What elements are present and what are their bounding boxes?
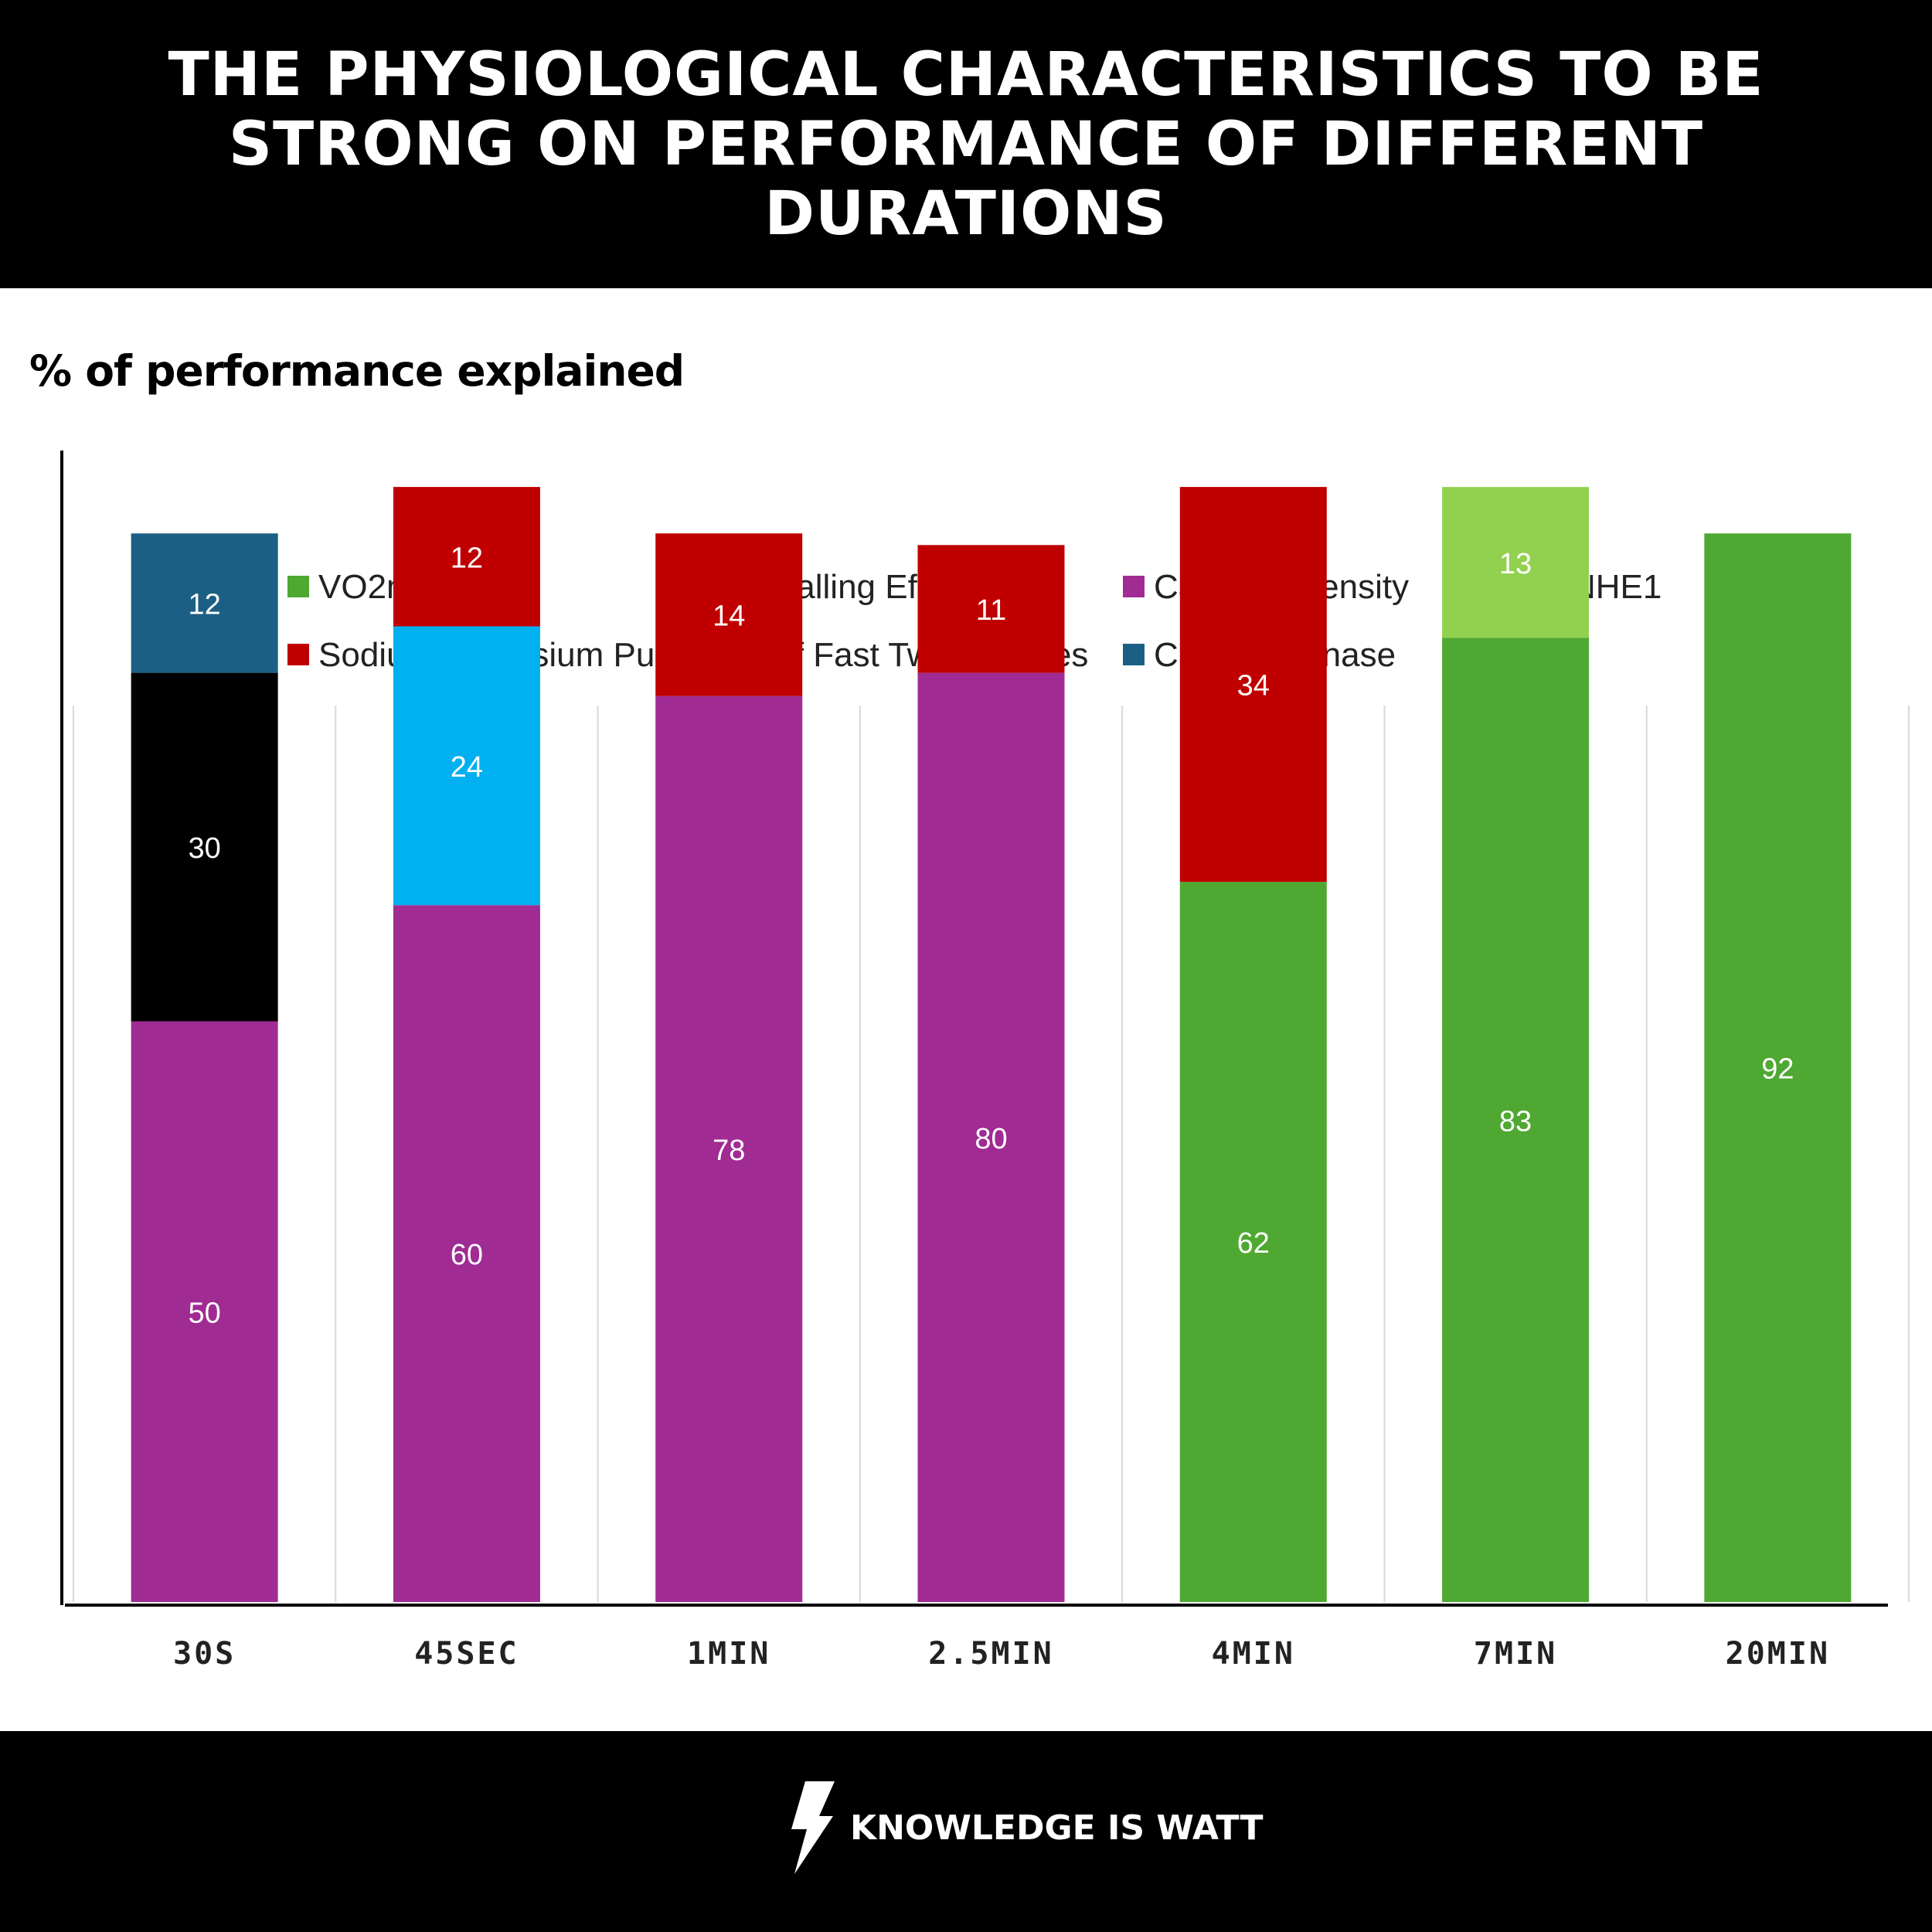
brand-name: KNOWLEDGE IS WATT	[850, 1808, 1264, 1848]
legend-swatch	[287, 576, 309, 597]
data-label: 92	[1761, 1053, 1794, 1086]
data-label: 78	[713, 1134, 745, 1167]
legend-swatch	[1123, 644, 1145, 665]
data-label: 60	[451, 1239, 483, 1271]
lightning-bolt-icon	[791, 1781, 835, 1874]
bar-segment	[917, 545, 1065, 673]
category-gridlines	[73, 706, 1910, 1602]
bar-segment	[393, 905, 540, 1602]
legend-swatch	[1123, 576, 1145, 597]
data-label: 50	[189, 1297, 221, 1329]
legend-swatch	[287, 644, 309, 665]
data-label: 14	[713, 600, 745, 632]
bar-segment	[131, 1021, 278, 1602]
y-axis-label: % of performance explained	[29, 346, 685, 396]
bar-segment	[393, 626, 540, 906]
data-label: 24	[451, 751, 483, 784]
x-tick-label: 20MIN	[1726, 1636, 1830, 1672]
page-title: THE PHYSIOLOGICAL CHARACTERISTICS TO BE …	[168, 39, 1764, 249]
x-tick-labels: 30S 45SEC 1MIN 2.5MIN 4MIN 7MIN 20MIN	[173, 1636, 1830, 1672]
data-label: 30	[189, 832, 221, 865]
bar-segment	[655, 696, 803, 1603]
data-label: 34	[1237, 670, 1270, 702]
axes	[60, 451, 1888, 1607]
x-tick-label: 4MIN	[1212, 1636, 1295, 1672]
bar-segment	[655, 533, 803, 696]
footer-bar	[0, 1731, 1932, 1932]
bar-segment	[917, 672, 1065, 1602]
bar-segment	[1179, 487, 1327, 883]
brand: KNOWLEDGE IS WATT	[788, 1777, 1264, 1878]
bar-segment	[1442, 638, 1590, 1602]
data-label: 12	[189, 588, 221, 621]
data-label: 83	[1499, 1105, 1532, 1138]
x-tick-label: 2.5MIN	[928, 1636, 1054, 1672]
bar-segment	[131, 672, 278, 1022]
data-label: 12	[451, 542, 483, 574]
data-label: 62	[1237, 1227, 1270, 1260]
title-banner: THE PHYSIOLOGICAL CHARACTERISTICS TO BE …	[0, 0, 1932, 288]
bar-segment	[1442, 487, 1590, 638]
bars: 50 30 12 60 24 12 78 14 80 11 62 34 83 13 92	[131, 487, 1852, 1603]
bar-segment	[393, 487, 540, 627]
data-label: 11	[976, 594, 1006, 627]
bar-segment	[1179, 882, 1327, 1602]
data-label: 80	[975, 1123, 1007, 1155]
data-label: 13	[1499, 548, 1532, 580]
x-tick-label: 7MIN	[1474, 1636, 1557, 1672]
bar-segment	[131, 533, 278, 673]
bar-segment	[1704, 533, 1852, 1602]
x-tick-label: 1MIN	[687, 1636, 770, 1672]
x-tick-label: 30S	[173, 1636, 236, 1672]
x-tick-label: 45SEC	[414, 1636, 519, 1672]
